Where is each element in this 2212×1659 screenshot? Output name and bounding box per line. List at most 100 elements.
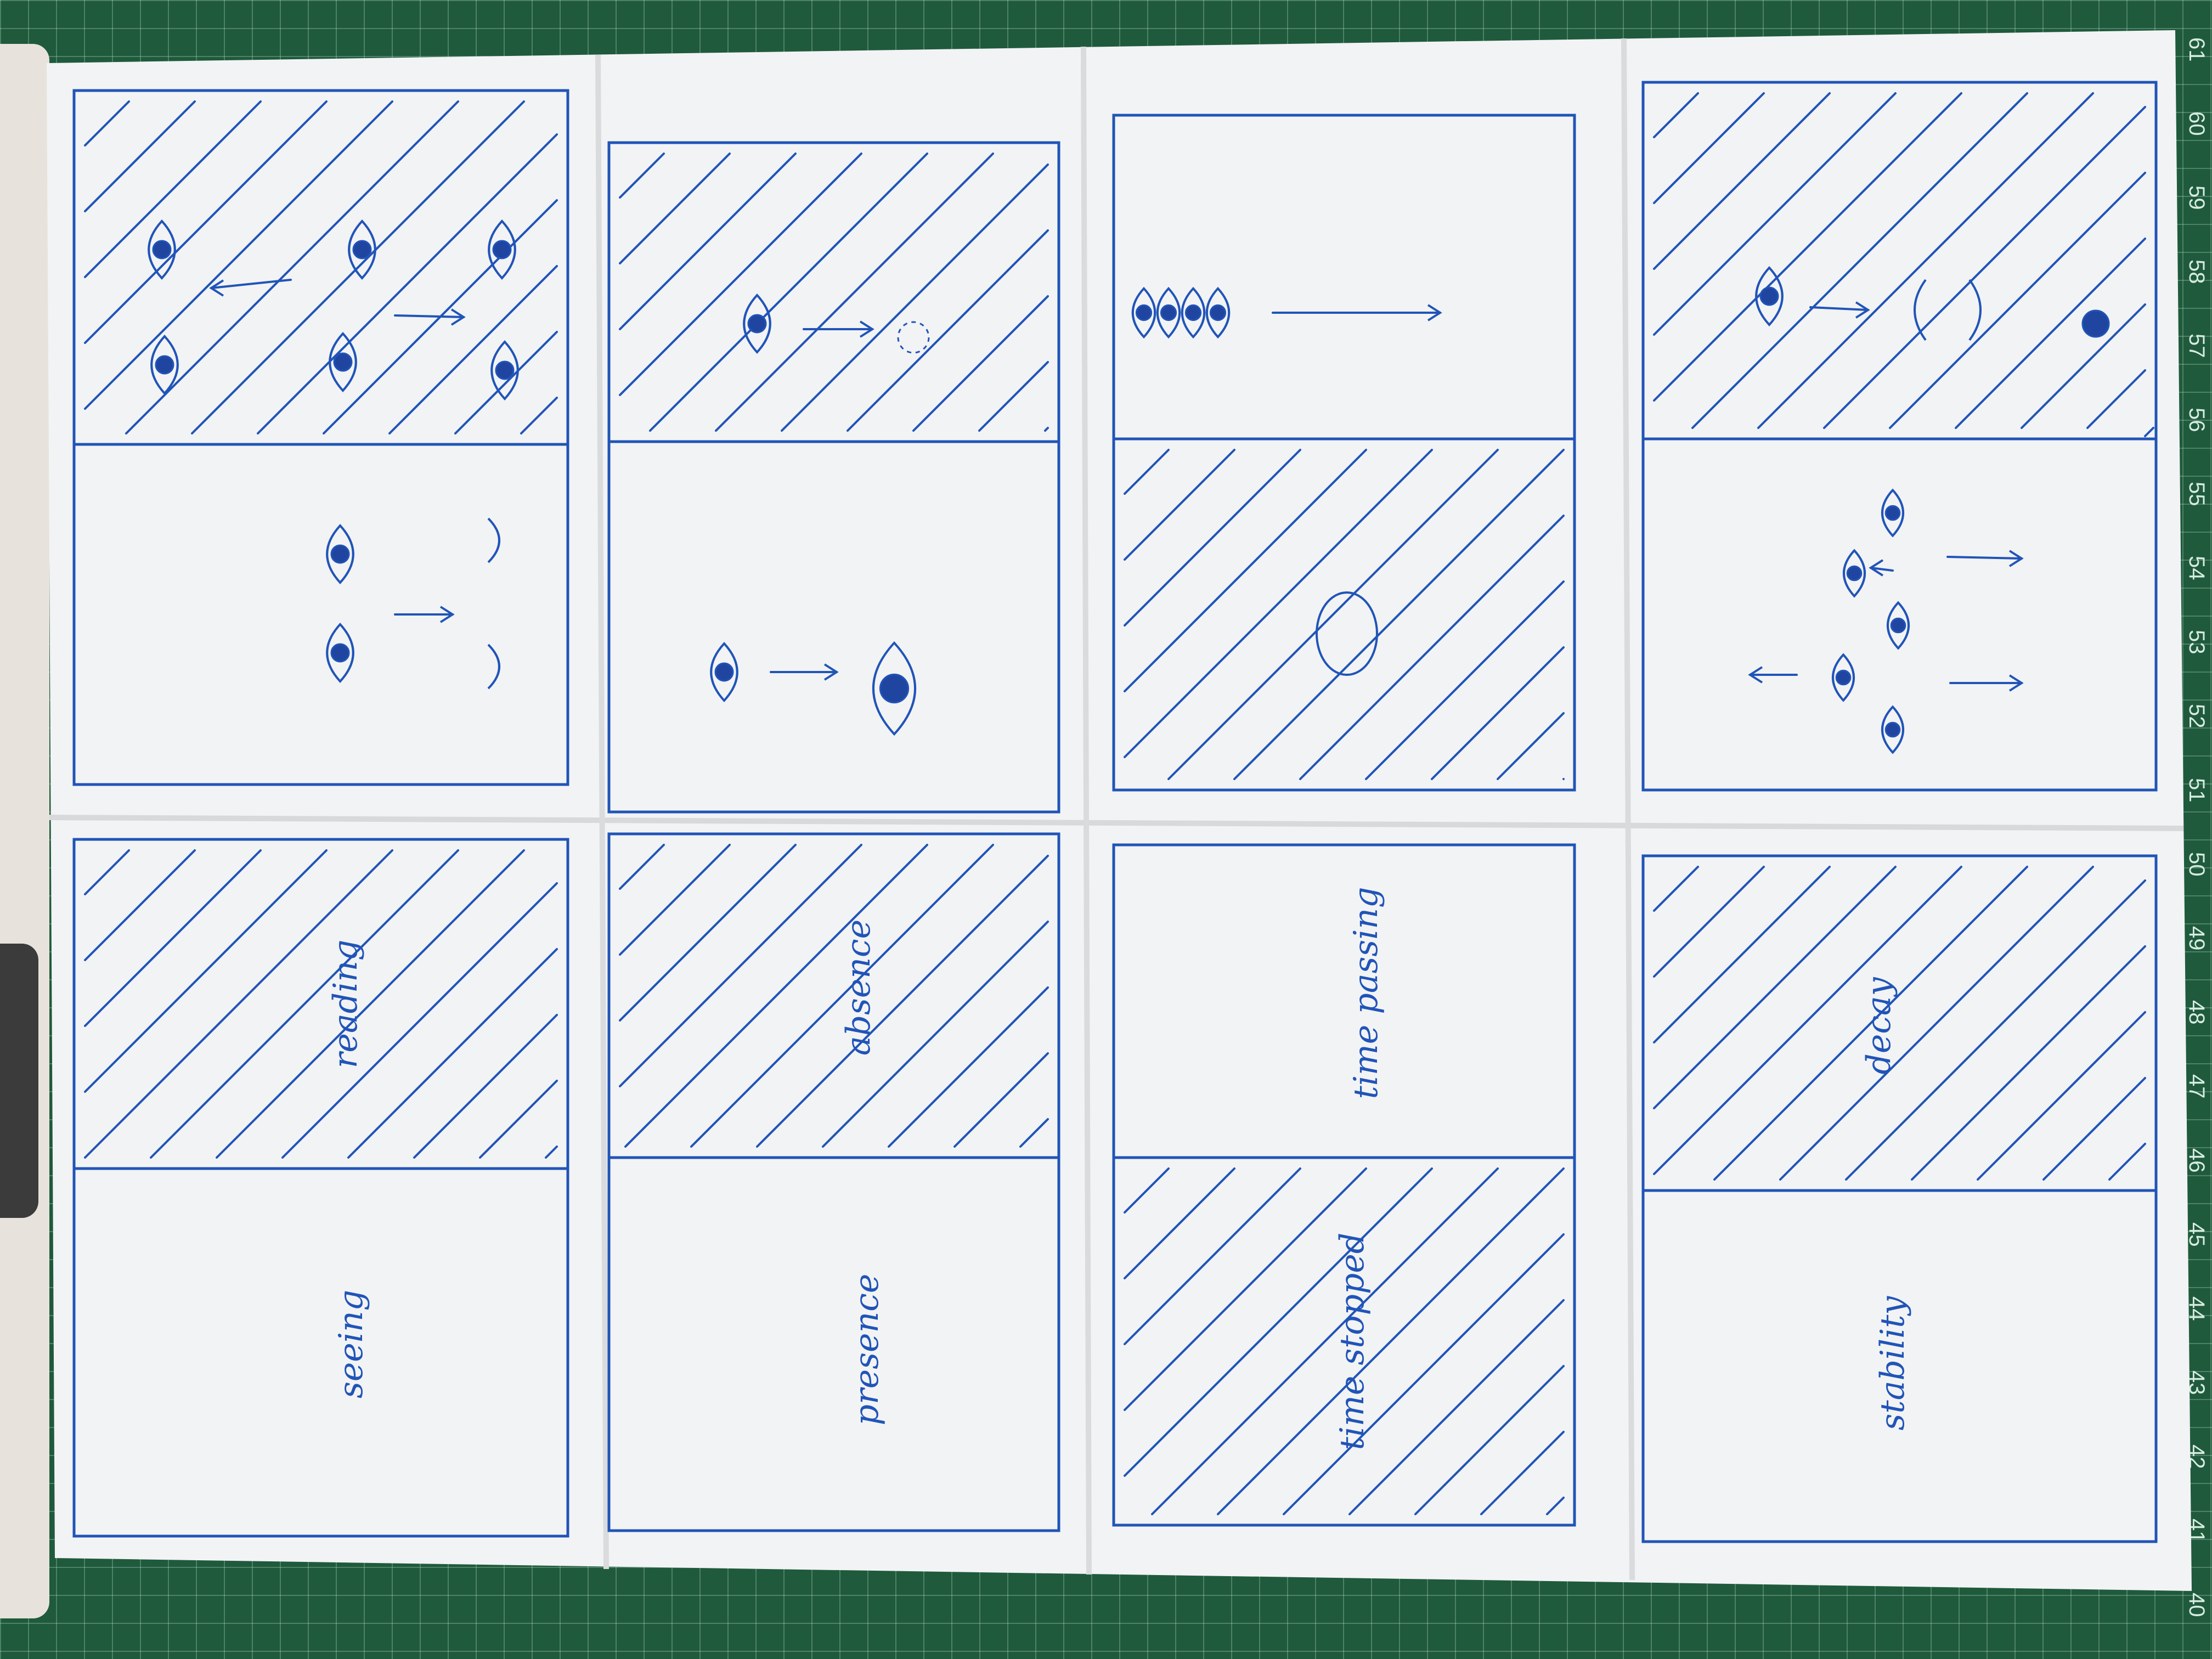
hatch-line — [125, 100, 459, 435]
eye-icon-pupil — [330, 544, 350, 564]
hatch-line — [454, 331, 558, 435]
ruler-number: 48 — [2185, 1000, 2209, 1025]
ruler-number: 52 — [2185, 703, 2209, 729]
ruler-number: 40 — [2185, 1592, 2209, 1617]
hatch-line — [953, 1052, 1049, 1148]
caption-frame-3 — [1112, 843, 1576, 1527]
hatch-line — [84, 100, 262, 278]
hatch-line — [413, 1014, 558, 1159]
hatch-line — [619, 844, 731, 956]
hatch-line — [1653, 866, 1831, 1043]
hatch-line — [619, 844, 862, 1087]
hatch-line — [520, 397, 558, 435]
hatch-line — [216, 849, 525, 1159]
hatch-line — [2086, 369, 2146, 429]
caption-frame-4 — [1641, 854, 2158, 1543]
hatch-line — [1823, 106, 2146, 429]
hatch-line — [1124, 449, 1433, 758]
hatch-line — [1283, 1233, 1565, 1515]
hatch-line — [347, 948, 558, 1159]
hatch-line — [1124, 1167, 1235, 1279]
hatch-line — [2042, 1077, 2146, 1181]
hatch-line — [1653, 92, 1831, 270]
arrow-right-icon-head — [2008, 674, 2024, 692]
ruler-number: 57 — [2185, 333, 2209, 358]
hatch-line — [1151, 1167, 1499, 1515]
eye-icon-pupil — [747, 314, 767, 334]
vertical-fold-1 — [595, 54, 609, 1570]
arrow-left-icon — [1870, 567, 1894, 572]
eye-icon — [488, 219, 516, 280]
hatch-line — [715, 153, 994, 432]
large-eye-icon-pupil — [879, 673, 910, 704]
hatch-line — [2021, 303, 2146, 429]
hatch-line — [619, 153, 862, 396]
drawings-layer — [72, 81, 2158, 1543]
ruler-number: 47 — [2185, 1074, 2209, 1099]
hatch-line — [150, 849, 459, 1159]
arrow-right-icon-head — [2008, 550, 2024, 567]
hatch-line — [1365, 580, 1565, 780]
eye-icon — [148, 219, 176, 280]
eye-icon — [329, 332, 357, 392]
hatch-line — [619, 153, 797, 330]
hatch-line — [1653, 866, 1962, 1175]
closed-eye-icon — [487, 517, 500, 563]
hatch-line — [847, 229, 1049, 432]
eye-icon — [1832, 653, 1855, 702]
hatch-line — [388, 265, 558, 435]
ruler-number: 55 — [2185, 481, 2209, 506]
paper — [47, 30, 2192, 1591]
arrow-right-icon-head — [1427, 304, 1442, 321]
eye-icon — [1881, 705, 1904, 754]
eye-icon-pupil — [1884, 721, 1901, 738]
horizontal-fold — [49, 815, 2184, 831]
hatch-line — [1480, 1431, 1565, 1515]
caption-seeing: seeing — [332, 1289, 370, 1399]
eye-icon-pupil — [1890, 617, 1906, 634]
eye-icon — [1156, 286, 1181, 339]
hatch-line — [912, 295, 1049, 432]
hatch-line — [1124, 1167, 1301, 1345]
ruler-number: 61 — [2185, 37, 2209, 62]
vertical-fold-3 — [1621, 38, 1635, 1581]
caption-time-passing: time passing — [1347, 887, 1385, 1099]
hatch-line — [84, 849, 328, 1093]
hatch-line — [1653, 92, 1897, 336]
arrow-right-icon-head — [439, 606, 455, 623]
arrow-right-icon-head — [859, 320, 874, 338]
broken-eye-icon — [1914, 279, 1927, 341]
notebook-edge — [0, 44, 49, 1618]
caption-reading: reading — [326, 939, 365, 1069]
hatch-line — [1845, 879, 2146, 1181]
closed-eye-icon — [487, 644, 500, 690]
eye-icon-pupil — [1835, 669, 1852, 686]
hatch-line — [649, 153, 928, 432]
eye-icon — [1755, 266, 1784, 326]
hatch-line — [84, 100, 130, 146]
hatch-line — [781, 163, 1049, 432]
arrow-right-icon — [1809, 306, 1869, 311]
eye-icon-pupil — [333, 352, 353, 372]
arrow-right-icon-head — [1855, 301, 1870, 319]
eye-icon — [710, 642, 738, 702]
hatch-line — [619, 153, 665, 199]
hatch-line — [257, 133, 558, 435]
ruler-number: 50 — [2185, 851, 2209, 877]
hatch-line — [1124, 449, 1367, 692]
vertical-fold-2 — [1081, 46, 1092, 1575]
caption-stability: stability — [1874, 1296, 1912, 1431]
arrow-right-icon — [394, 314, 465, 318]
eye-icon-pupil — [714, 662, 734, 682]
hatch-line — [1911, 945, 2146, 1181]
eye-icon — [1881, 488, 1904, 538]
hatch-line — [1167, 449, 1499, 780]
hatch-line — [1779, 866, 2094, 1181]
hatch-line — [1431, 646, 1565, 780]
hatch-line — [1044, 427, 1049, 432]
hatch-line — [624, 844, 928, 1148]
eye-icon-pupil — [152, 240, 172, 259]
empty-eye-icon — [1316, 591, 1378, 676]
eye-icon — [490, 340, 519, 400]
